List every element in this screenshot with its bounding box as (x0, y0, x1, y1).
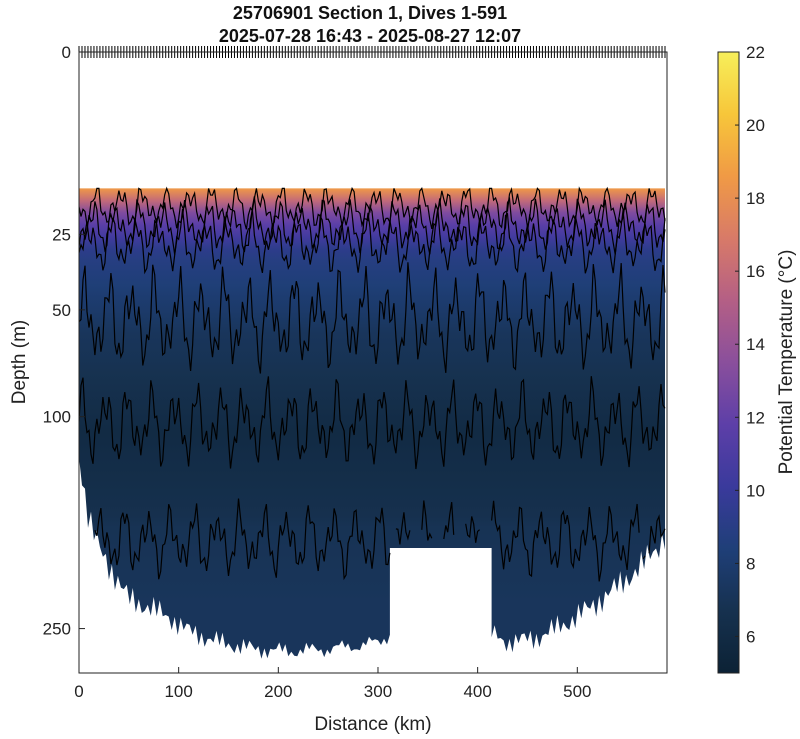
x-axis: 0 100 200 300 400 500 (74, 667, 591, 701)
y-tick-label: 0 (62, 43, 71, 62)
y-axis-label: Depth (m) (9, 320, 30, 404)
colorbar-tick-label: 10 (746, 481, 765, 500)
contour-line (79, 207, 666, 275)
colorbar-tick-label: 16 (746, 262, 765, 281)
y-axis: 0 25 50 100 250 (43, 43, 85, 639)
colorbar-scale (717, 51, 740, 674)
x-axis-label: Distance (km) (314, 714, 431, 735)
x-tick-label: 300 (364, 682, 392, 701)
colorbar-tick-label: 18 (746, 189, 765, 208)
chart-subtitle: 2025-07-28 16:43 - 2025-08-27 12:07 (219, 26, 521, 46)
contour-line (79, 376, 666, 470)
x-tick-label: 200 (264, 682, 292, 701)
x-tick-label: 500 (563, 682, 591, 701)
contour-line (79, 186, 666, 230)
colorbar-label: Potential Temperature (°C) (776, 250, 797, 475)
colorbar: 6 8 10 12 14 16 18 20 22 (717, 43, 765, 674)
plot-area (78, 46, 668, 674)
chart-title: 25706901 Section 1, Dives 1-591 (233, 3, 507, 23)
colorbar-tick-label: 14 (746, 335, 765, 354)
y-tick-label: 50 (52, 301, 71, 320)
colorbar-tick-label: 8 (746, 554, 755, 573)
y-tick-label: 250 (43, 620, 71, 639)
colorbar-tick-label: 22 (746, 43, 765, 62)
x-tick-label: 0 (74, 682, 83, 701)
colorbar-tick-label: 20 (746, 116, 765, 135)
colorbar-ticks: 6 8 10 12 14 16 18 20 22 (735, 43, 765, 646)
y-tick-label: 100 (43, 408, 71, 427)
contour-lines (79, 186, 666, 582)
plot-frame (78, 51, 668, 674)
contour-line (94, 498, 666, 582)
x-tick-label: 400 (463, 682, 491, 701)
contour-line (79, 262, 666, 374)
colorbar-tick-label: 12 (746, 408, 765, 427)
colorbar-tick-label: 6 (746, 627, 755, 646)
x-tick-label: 100 (164, 682, 192, 701)
y-tick-label: 25 (52, 225, 71, 244)
